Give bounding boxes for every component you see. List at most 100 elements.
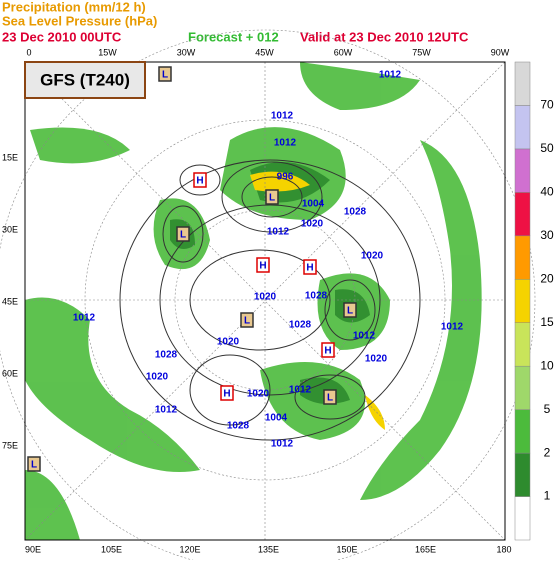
pressure-center: L bbox=[162, 70, 168, 81]
colorbar-swatch bbox=[514, 409, 531, 454]
pressure-center: H bbox=[196, 176, 203, 187]
pressure-center-box bbox=[323, 389, 337, 405]
title-precip: Precipitation (mm/12 h) bbox=[2, 0, 146, 14]
left-lat-label: 75E bbox=[2, 440, 18, 450]
colorbar-swatch bbox=[514, 105, 531, 150]
left-lat-label: 45E bbox=[2, 296, 18, 306]
top-lon-label: 15W bbox=[98, 47, 117, 57]
forecast-hour: Forecast + 012 bbox=[188, 29, 279, 44]
map-frame bbox=[24, 61, 506, 541]
pressure-center: L bbox=[327, 393, 333, 404]
pressure-center: H bbox=[306, 263, 313, 274]
bottom-lon-label: 135E bbox=[258, 544, 279, 554]
isobar-label: 1012 bbox=[271, 439, 294, 450]
isobar-label: 1020 bbox=[217, 337, 240, 348]
graticule bbox=[0, 29, 536, 565]
isobar-label: 1020 bbox=[301, 219, 324, 230]
isobar-label: 1012 bbox=[353, 331, 376, 342]
top-lon-label: 75W bbox=[412, 47, 431, 57]
colorbar-swatch bbox=[514, 279, 531, 323]
valid-time: Valid at 23 Dec 2010 12UTC bbox=[300, 29, 469, 44]
isobar-label: 1020 bbox=[254, 292, 277, 303]
pressure-center-box bbox=[265, 189, 279, 205]
colorbar-label: 10 bbox=[540, 358, 554, 372]
colorbar-label: 70 bbox=[540, 98, 554, 112]
bottom-lon-label: 120E bbox=[179, 544, 200, 554]
isobar-label: 1028 bbox=[305, 291, 328, 302]
isobar-label: 1028 bbox=[344, 207, 367, 218]
left-lat-label: 60E bbox=[2, 368, 18, 378]
colorbar-label: 40 bbox=[540, 185, 554, 199]
isobar-label: 1004 bbox=[265, 413, 288, 424]
pressure-center-box bbox=[256, 257, 270, 273]
isobar-label: 1020 bbox=[365, 354, 388, 365]
colorbar-label: 50 bbox=[540, 141, 554, 155]
pressure-center-box bbox=[27, 456, 41, 472]
colorbar-swatch bbox=[514, 192, 531, 237]
pressure-center: L bbox=[347, 306, 353, 317]
pressure-center: H bbox=[223, 389, 230, 400]
pressure-center-box bbox=[158, 66, 172, 82]
isobar-label: 1012 bbox=[441, 322, 464, 333]
isobar-label: 1020 bbox=[361, 251, 384, 262]
pressure-center: H bbox=[324, 346, 331, 357]
colorbar-swatch bbox=[514, 452, 531, 497]
pressure-center-box bbox=[220, 385, 234, 401]
model-box: GFS (T240) bbox=[24, 61, 146, 99]
top-lon-label: 45W bbox=[255, 47, 274, 57]
isobar-label: 1004 bbox=[302, 199, 325, 210]
pressure-center: L bbox=[244, 316, 250, 327]
isobar-label: 1020 bbox=[247, 389, 270, 400]
bottom-lon-label: 165E bbox=[415, 544, 436, 554]
pressure-center: L bbox=[180, 230, 186, 241]
bottom-lon-label: 90E bbox=[25, 544, 41, 554]
isobar-label: 996 bbox=[277, 172, 294, 183]
init-time: 23 Dec 2010 00UTC bbox=[2, 29, 122, 44]
colorbar-label: 20 bbox=[540, 271, 554, 285]
pressure-center-box bbox=[240, 312, 254, 328]
colorbar-label: 5 bbox=[544, 402, 551, 416]
isobar-label: 1028 bbox=[289, 320, 312, 331]
left-lat-label: 15E bbox=[2, 152, 18, 162]
isobar-label: 1028 bbox=[155, 350, 178, 361]
colorbar-label: 1 bbox=[544, 489, 551, 503]
colorbar-swatch bbox=[514, 365, 531, 410]
isobars bbox=[119, 159, 421, 441]
pressure-center: L bbox=[269, 193, 275, 204]
model-label: GFS (T240) bbox=[40, 70, 130, 89]
colorbar-swatch bbox=[514, 235, 531, 280]
colorbar-swatch bbox=[514, 496, 531, 541]
pressure-center: H bbox=[259, 261, 266, 272]
colorbar-label: 30 bbox=[540, 228, 554, 242]
pressure-center-box bbox=[193, 172, 207, 188]
isobar-label: 1012 bbox=[155, 405, 178, 416]
isobar-label: 1020 bbox=[146, 372, 169, 383]
isobar-label: 1012 bbox=[289, 385, 312, 396]
pressure-center-box bbox=[321, 342, 335, 358]
bottom-lon-label: 105E bbox=[101, 544, 122, 554]
colorbar-label: 15 bbox=[540, 315, 554, 329]
colorbar-swatch bbox=[514, 61, 531, 106]
bottom-lon-label: 150E bbox=[336, 544, 357, 554]
pressure-center: L bbox=[31, 460, 37, 471]
left-lat-label: 30E bbox=[2, 224, 18, 234]
colorbar-swatch bbox=[514, 148, 531, 193]
isobar-label: 1012 bbox=[271, 111, 294, 122]
isobar-label: 1012 bbox=[267, 227, 290, 238]
colorbar-swatch bbox=[514, 322, 531, 367]
isobar-label: 1012 bbox=[274, 138, 297, 149]
top-lon-label: 60W bbox=[334, 47, 353, 57]
pressure-center-box bbox=[343, 302, 357, 318]
bottom-lon-label: 180 bbox=[496, 544, 511, 554]
isobar-label: 1028 bbox=[227, 421, 250, 432]
isobar-label: 1012 bbox=[379, 70, 402, 81]
colorbar-label: 2 bbox=[544, 445, 551, 459]
top-lon-label: 30W bbox=[177, 47, 196, 57]
title-pressure: Sea Level Pressure (hPa) bbox=[2, 13, 157, 28]
pressure-center-box bbox=[303, 259, 317, 275]
top-lon-label: 90W bbox=[491, 47, 510, 57]
top-lon-label: 0 bbox=[26, 47, 31, 57]
isobar-label: 1012 bbox=[73, 313, 96, 324]
